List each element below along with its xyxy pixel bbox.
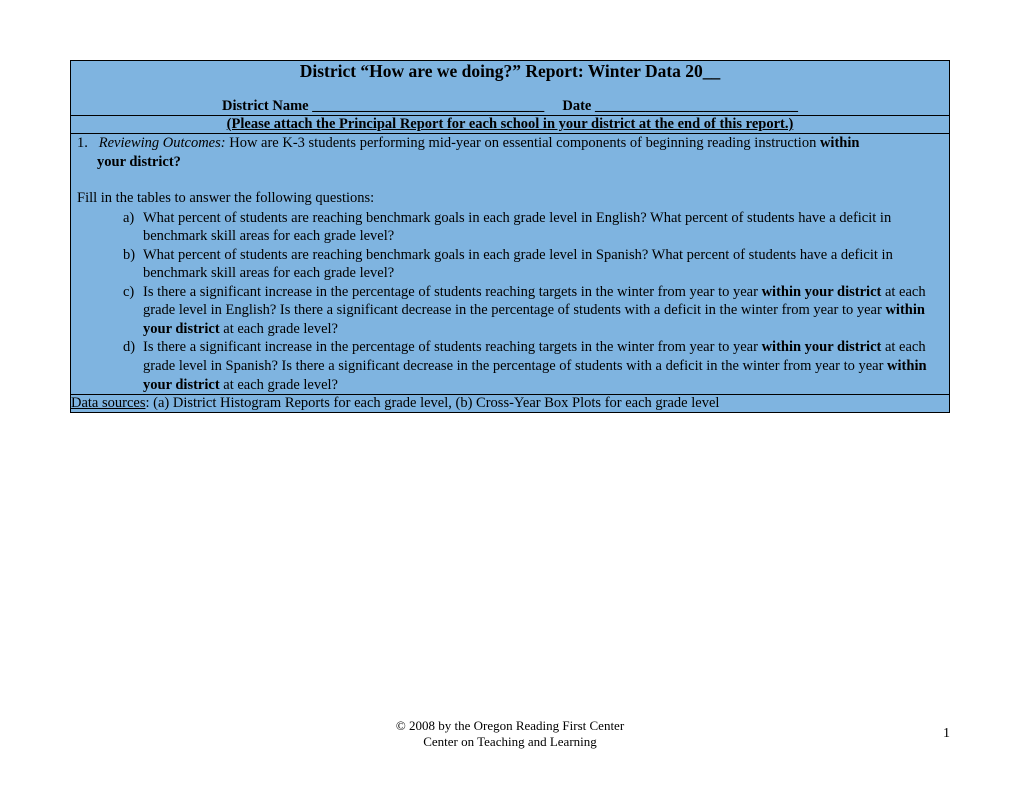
q1-label: Reviewing Outcomes: (99, 135, 226, 151)
sub-item-d: d) Is there a significant increase in th… (123, 338, 949, 394)
d-bold1: within your district (762, 339, 882, 355)
q1-bold-tail: within (820, 135, 860, 151)
attach-note-cell: (Please attach the Principal Report for … (71, 116, 950, 134)
data-sources-cell: Data sources: (a) District Histogram Rep… (71, 395, 950, 413)
marker-d: d) (123, 338, 135, 357)
c-bold1: within your district (762, 284, 882, 300)
q1-line2: your district? (71, 153, 949, 172)
c-part3: at each grade level? (220, 321, 338, 337)
page-footer: © 2008 by the Oregon Reading First Cente… (0, 718, 1020, 750)
fill-instruction: Fill in the tables to answer the followi… (71, 189, 949, 208)
text-a: What percent of students are reaching be… (143, 210, 891, 245)
page-number: 1 (943, 726, 950, 742)
sub-item-c: c) Is there a significant increase in th… (123, 283, 949, 339)
question-1: 1. Reviewing Outcomes: How are K-3 stude… (71, 134, 949, 153)
footer-line1: © 2008 by the Oregon Reading First Cente… (0, 718, 1020, 734)
text-b: What percent of students are reaching be… (143, 247, 893, 282)
report-title: District “How are we doing?” Report: Win… (71, 61, 949, 82)
d-part1: Is there a significant increase in the p… (143, 339, 762, 355)
sources-text: : (a) District Histogram Reports for eac… (145, 395, 719, 411)
marker-b: b) (123, 246, 135, 265)
date-label: Date (562, 98, 591, 114)
content-cell: 1. Reviewing Outcomes: How are K-3 stude… (71, 134, 950, 395)
sub-item-a: a) What percent of students are reaching… (123, 209, 949, 246)
marker-a: a) (123, 209, 134, 228)
d-part3: at each grade level? (220, 377, 338, 393)
document-page: District “How are we doing?” Report: Win… (0, 0, 1020, 413)
marker-c: c) (123, 283, 134, 302)
sub-item-b: b) What percent of students are reaching… (123, 246, 949, 283)
date-blank[interactable]: ____________________________ (595, 98, 798, 114)
q1-text1: How are K-3 students performing mid-year… (226, 135, 820, 151)
district-name-label: District Name (222, 98, 309, 114)
attach-note: (Please attach the Principal Report for … (227, 116, 794, 132)
form-table: District “How are we doing?” Report: Win… (70, 60, 950, 413)
c-part1: Is there a significant increase in the p… (143, 284, 762, 300)
q1-number: 1. (77, 135, 88, 151)
form-fields-line: District Name __________________________… (71, 98, 949, 115)
header-cell: District “How are we doing?” Report: Win… (71, 61, 950, 116)
sources-label: Data sources (71, 395, 145, 411)
footer-line2: Center on Teaching and Learning (0, 734, 1020, 750)
sub-questions-list: a) What percent of students are reaching… (71, 209, 949, 394)
district-name-blank[interactable]: ________________________________ (312, 98, 544, 114)
